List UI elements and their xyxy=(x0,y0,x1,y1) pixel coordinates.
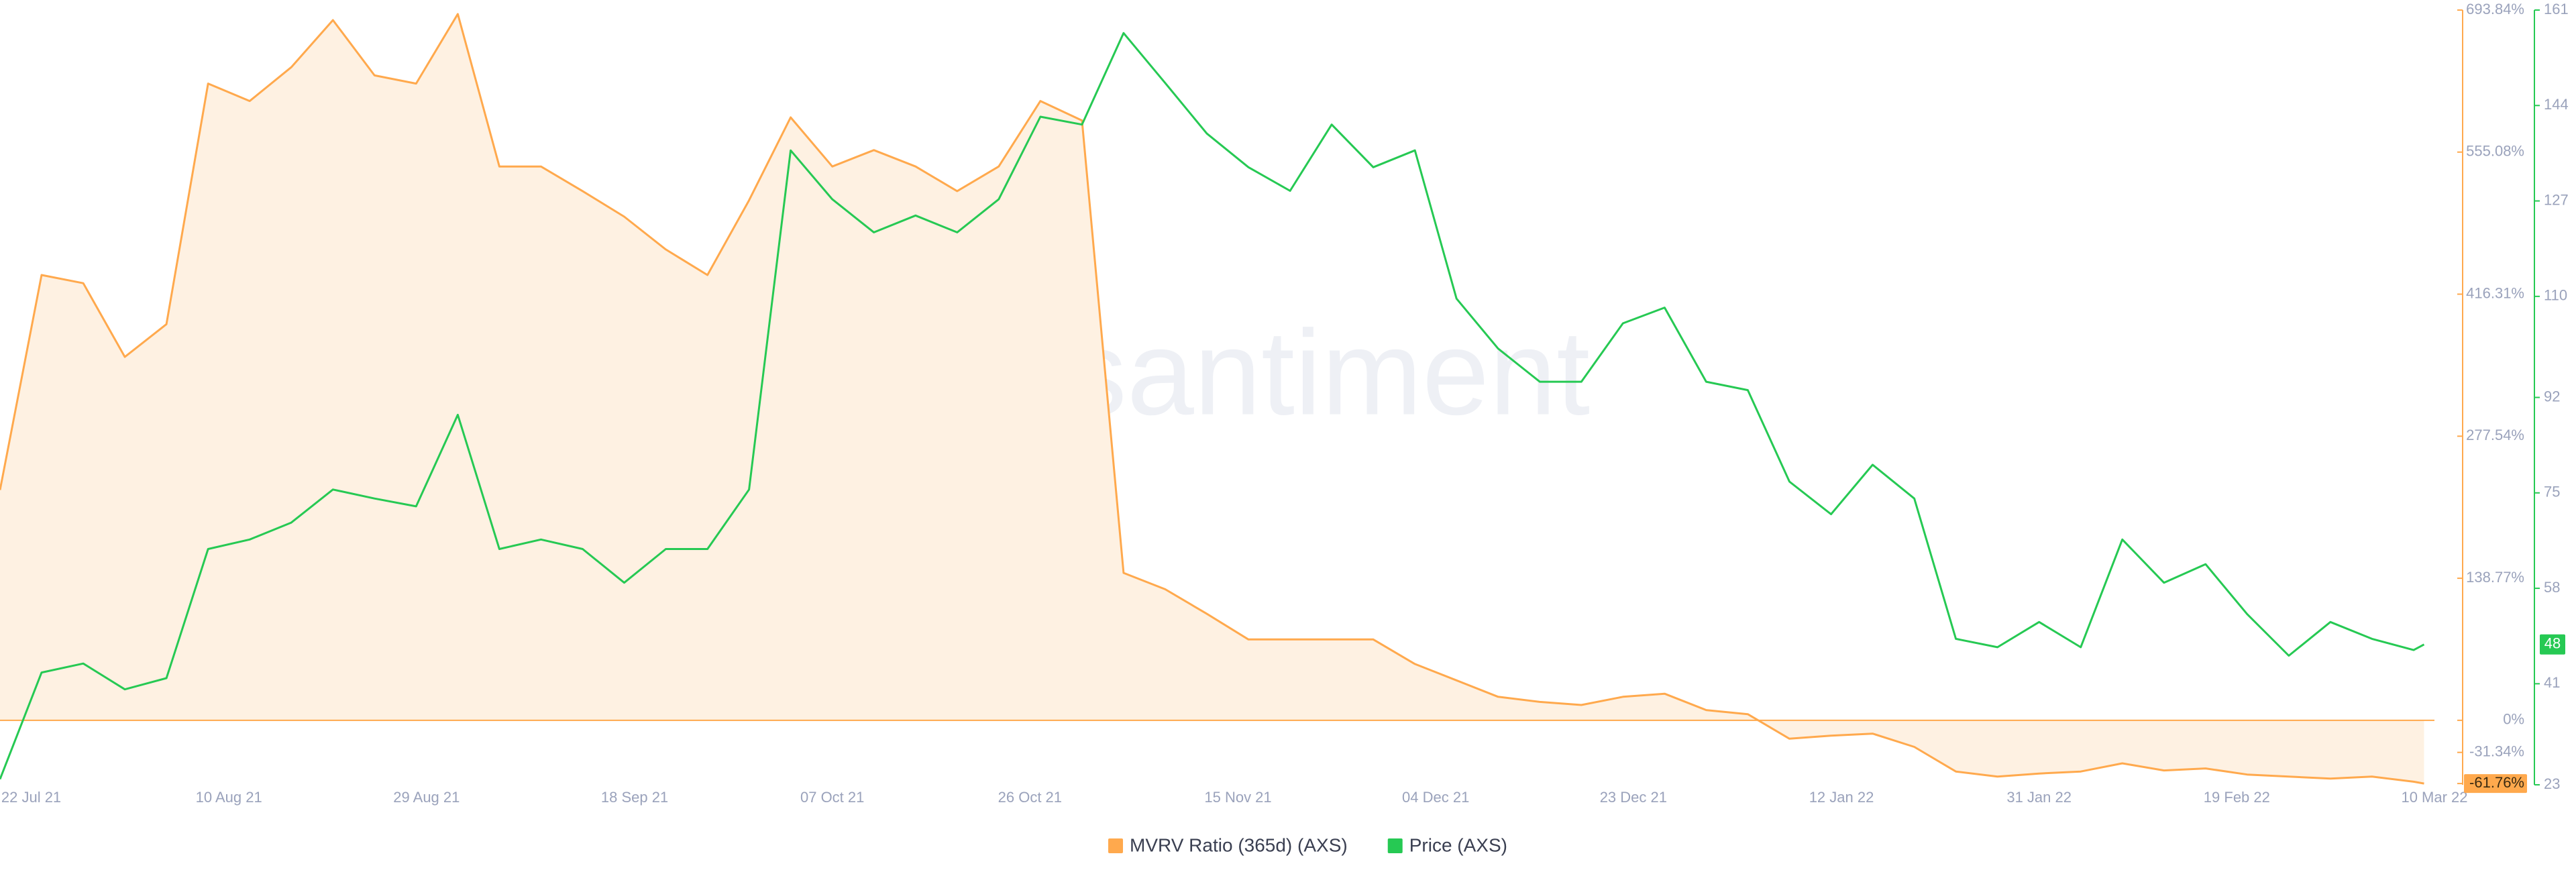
y-tick-label: 555.08% xyxy=(2466,143,2524,160)
y-tick-label: 693.84% xyxy=(2466,1,2524,17)
x-tick-label: 10 Mar 22 xyxy=(2401,789,2467,806)
y-tick-label: 0% xyxy=(2503,711,2524,728)
legend-label: Price (AXS) xyxy=(1409,834,1507,855)
x-tick-label: 23 Dec 21 xyxy=(1600,789,1667,806)
y2-tick-label: 41 xyxy=(2544,674,2560,691)
x-tick-label: 12 Jan 22 xyxy=(1809,789,1874,806)
x-tick-label: 19 Feb 22 xyxy=(2204,789,2270,806)
legend-swatch xyxy=(1108,838,1123,853)
x-tick-label: 29 Aug 21 xyxy=(393,789,460,806)
y2-tick-label: 127 xyxy=(2544,191,2569,208)
watermark: ·santiment xyxy=(1026,306,1590,441)
y2-tick-label: 144 xyxy=(2544,96,2569,113)
current-value-badge xyxy=(2464,774,2527,794)
legend-label: MVRV Ratio (365d) (AXS) xyxy=(1130,834,1348,855)
y2-tick-label: 161 xyxy=(2544,1,2569,17)
y-tick-label: 277.54% xyxy=(2466,427,2524,443)
x-tick-label: 04 Dec 21 xyxy=(1402,789,1469,806)
x-tick-label: 10 Aug 21 xyxy=(196,789,262,806)
series-line xyxy=(0,13,2424,785)
y-tick-label: -61.76% xyxy=(2469,774,2524,791)
x-tick-label: 31 Jan 22 xyxy=(2006,789,2072,806)
y2-tick-label: 58 xyxy=(2544,579,2560,596)
y2-tick-label: 110 xyxy=(2544,287,2567,304)
y-tick-label: 416.31% xyxy=(2466,284,2524,301)
x-tick-label: 18 Sep 21 xyxy=(601,789,668,806)
legend-swatch xyxy=(1387,838,1403,853)
y2-tick-label: 75 xyxy=(2544,484,2560,500)
current-value-badge xyxy=(2540,634,2565,655)
x-tick-label: 07 Oct 21 xyxy=(800,789,864,806)
x-tick-label: 26 Oct 21 xyxy=(998,789,1062,806)
y2-tick-label: 92 xyxy=(2544,388,2560,404)
y-tick-label: 138.77% xyxy=(2466,569,2524,586)
series-line xyxy=(0,32,2425,780)
x-tick-label: 22 Jul 21 xyxy=(1,789,61,806)
y2-tick-label: 23 xyxy=(2544,775,2560,792)
current-value-label: 48 xyxy=(2544,635,2561,652)
x-tick-label: 15 Nov 21 xyxy=(1204,789,1271,806)
y-tick-label: -31.34% xyxy=(2469,743,2524,759)
